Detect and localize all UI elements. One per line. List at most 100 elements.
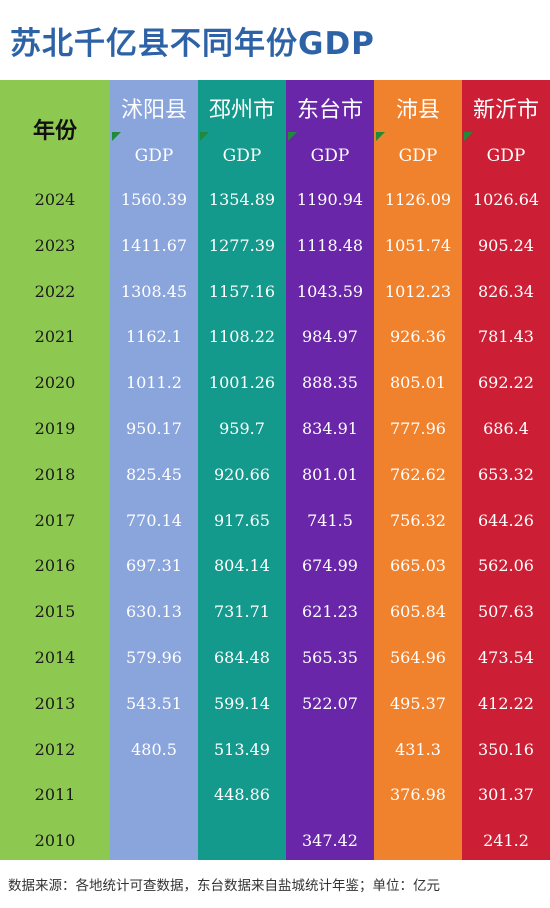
county-column: 沭阳县 GDP 1560.39 1411.67 1308.45 1162.1 1011.2 9…	[110, 80, 198, 860]
year-label: 2012	[34, 739, 76, 759]
gdp-subheader: GDP	[310, 146, 350, 166]
gdp-value-cell: 777.96	[390, 419, 446, 438]
corner-marker-icon	[464, 132, 473, 141]
year-label: 2010	[34, 831, 76, 851]
gdp-value-cell: 630.13	[126, 602, 182, 622]
year-column: 年份 2024 2023 2022 2021 2020 2019 2018 2017 2016 20…	[0, 80, 110, 860]
gdp-value-cell: 926.36	[390, 327, 446, 347]
gdp-value-cell	[286, 772, 374, 818]
gdp-value-cell: 376.98	[390, 785, 446, 805]
county-name-header: 新沂市	[472, 98, 539, 123]
year-label: 2018	[34, 464, 76, 484]
county-column: 邳州市 GDP 1354.89 1277.39 1157.16 1108.22 1001.2…	[198, 80, 286, 860]
gdp-value-cell: 579.96	[126, 648, 182, 667]
gdp-value-cell: 1126.09	[384, 190, 452, 209]
gdp-value-cell: 920.66	[214, 464, 270, 484]
gdp-value-cell: 950.17	[126, 419, 182, 438]
gdp-value-cell: 431.3	[395, 739, 441, 759]
gdp-value-cell: 241.2	[483, 831, 529, 851]
gdp-value-cell: 762.62	[390, 464, 446, 484]
gdp-value-cell: 1001.26	[208, 373, 276, 393]
gdp-value-cell	[198, 818, 286, 864]
gdp-value-cell: 770.14	[126, 510, 182, 530]
year-label: 2016	[34, 556, 76, 576]
gdp-value-cell: 1190.94	[296, 190, 364, 209]
source-footnote: 数据来源：各地统计可查数据，东台数据来自盐城统计年鉴；单位：亿元	[8, 878, 440, 894]
year-label: 2021	[34, 327, 76, 347]
gdp-value-cell: 412.22	[478, 693, 534, 713]
gdp-value-cell: 1051.74	[384, 235, 452, 255]
gdp-value-cell: 653.32	[478, 464, 534, 484]
gdp-value-cell: 756.32	[390, 510, 446, 530]
gdp-value-cell: 1043.59	[296, 281, 364, 301]
gdp-value-cell: 644.26	[478, 510, 534, 530]
gdp-value-cell: 686.4	[483, 419, 529, 438]
gdp-value-cell	[110, 818, 198, 864]
gdp-value-cell: 621.23	[302, 602, 358, 622]
gdp-value-cell: 905.24	[478, 235, 534, 255]
gdp-value-cell: 301.37	[478, 785, 534, 805]
gdp-value-cell: 804.14	[214, 556, 270, 576]
gdp-value-cell: 805.01	[390, 373, 446, 393]
gdp-value-cell: 1277.39	[208, 235, 276, 255]
gdp-subheader: GDP	[398, 146, 438, 166]
county-column: 沛县 GDP 1126.09 1051.74 1012.23 926.36 805.01 77…	[374, 80, 462, 860]
year-label: 2011	[34, 785, 76, 805]
gdp-value-cell: 781.43	[478, 327, 534, 347]
gdp-value-cell: 1118.48	[296, 235, 364, 255]
gdp-value-cell: 1411.67	[120, 235, 188, 255]
gdp-value-cell: 605.84	[390, 602, 446, 622]
gdp-value-cell: 513.49	[214, 739, 270, 759]
gdp-value-cell: 564.96	[390, 648, 446, 667]
gdp-value-cell: 1011.2	[126, 373, 182, 393]
gdp-value-cell: 347.42	[302, 831, 358, 851]
gdp-value-cell: 599.14	[214, 693, 270, 713]
gdp-value-cell: 507.63	[478, 602, 534, 622]
gdp-value-cell: 1560.39	[120, 190, 188, 209]
year-label: 2015	[34, 602, 76, 622]
gdp-value-cell: 825.45	[126, 464, 182, 484]
gdp-value-cell	[286, 727, 374, 773]
gdp-value-cell: 1026.64	[472, 190, 540, 209]
gdp-value-cell: 1162.1	[126, 327, 182, 347]
gdp-value-cell: 697.31	[126, 556, 182, 576]
gdp-value-cell: 543.51	[126, 693, 182, 713]
gdp-value-cell: 473.54	[478, 648, 534, 667]
county-name-header: 邳州市	[208, 98, 275, 123]
gdp-value-cell: 1354.89	[208, 190, 276, 209]
county-column: 东台市 GDP 1190.94 1118.48 1043.59 984.97 888.35 8…	[286, 80, 374, 860]
chart-title: 苏北千亿县不同年份GDP	[10, 26, 375, 62]
gdp-subheader: GDP	[134, 146, 174, 166]
corner-marker-icon	[376, 132, 385, 141]
gdp-value-cell: 665.03	[390, 556, 446, 576]
year-label: 2022	[34, 281, 76, 301]
year-label: 2017	[34, 510, 76, 530]
gdp-value-cell: 448.86	[214, 785, 270, 805]
county-column: 新沂市 GDP 1026.64 905.24 826.34 781.43 692.22 686…	[462, 80, 550, 860]
year-label: 2014	[34, 648, 76, 667]
gdp-value-cell: 692.22	[478, 373, 534, 393]
gdp-value-cell: 959.7	[219, 419, 265, 438]
gdp-subheader: GDP	[486, 146, 526, 166]
year-label: 2019	[34, 419, 76, 438]
gdp-value-cell: 826.34	[478, 281, 534, 301]
gdp-value-cell: 562.06	[478, 556, 534, 576]
gdp-value-cell: 480.5	[131, 739, 177, 759]
year-label: 2023	[34, 235, 76, 255]
gdp-value-cell: 888.35	[302, 373, 358, 393]
gdp-table: 年份 2024 2023 2022 2021 2020 2019 2018 2017 2016 20…	[0, 80, 550, 860]
gdp-value-cell: 1012.23	[384, 281, 452, 301]
gdp-value-cell: 741.5	[307, 510, 353, 530]
gdp-value-cell: 684.48	[214, 648, 270, 667]
gdp-value-cell: 984.97	[302, 327, 358, 347]
gdp-value-cell: 674.99	[302, 556, 358, 576]
gdp-value-cell	[110, 772, 198, 818]
gdp-value-cell: 1157.16	[208, 281, 276, 301]
gdp-value-cell: 801.01	[302, 464, 358, 484]
gdp-value-cell: 522.07	[302, 693, 358, 713]
gdp-value-cell: 565.35	[302, 648, 358, 667]
gdp-value-cell: 1108.22	[208, 327, 276, 347]
corner-marker-icon	[200, 132, 209, 141]
county-name-header: 沛县	[395, 98, 440, 123]
